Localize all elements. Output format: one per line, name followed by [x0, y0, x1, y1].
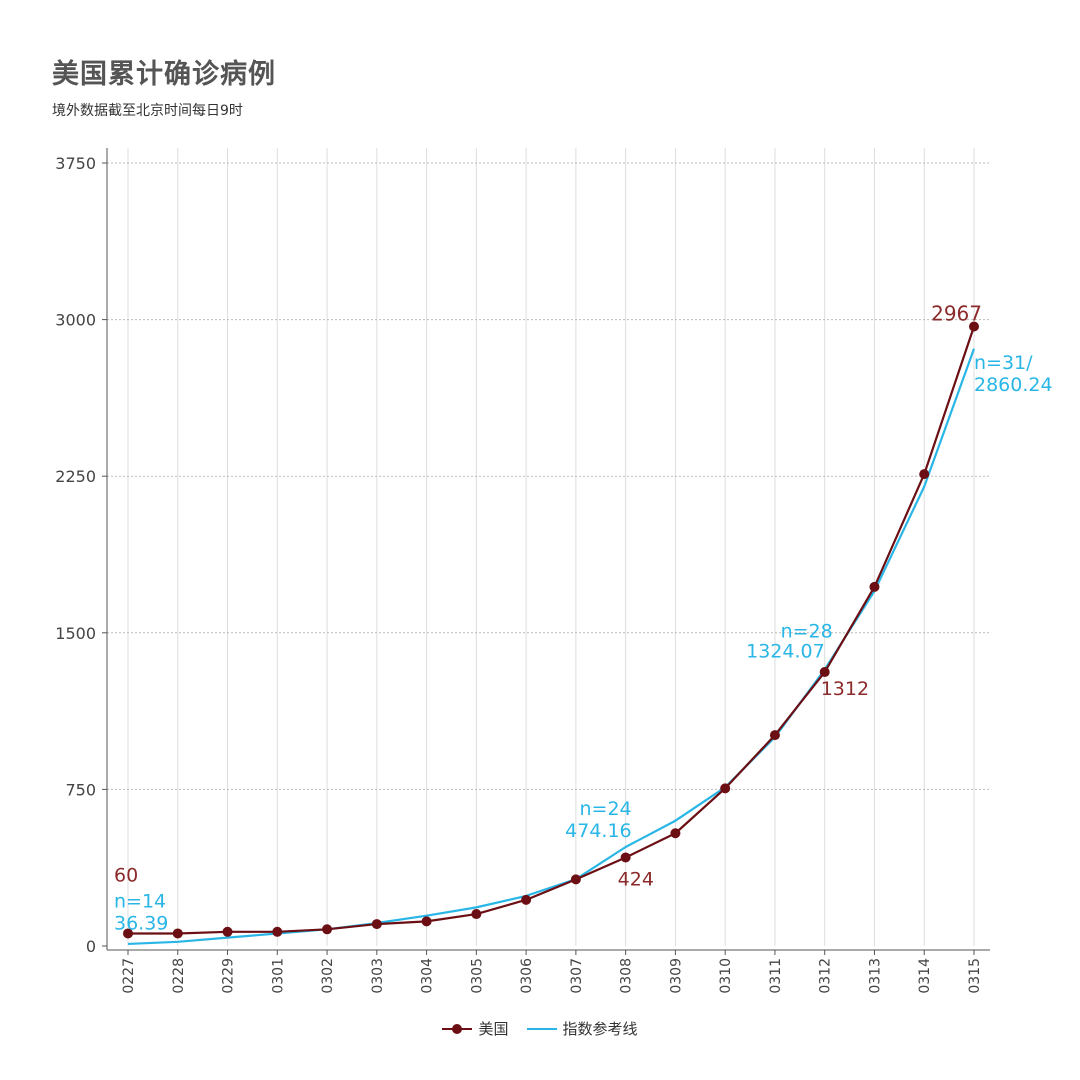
- chart-title: 美国累计确诊病例: [52, 59, 276, 90]
- x-tick-label: 0310: [718, 958, 734, 994]
- x-tick-label: 0313: [867, 958, 883, 994]
- series-line-usa: [128, 326, 976, 935]
- data-point-usa: [172, 928, 183, 939]
- data-point-usa: [819, 667, 830, 678]
- x-tick-label: 0227: [121, 958, 137, 994]
- data-point-usa: [620, 852, 631, 863]
- chart-subtitle: 境外数据截至北京时间每日9时: [52, 103, 243, 119]
- series-line-reference: [127, 348, 976, 946]
- y-tick-label: 1500: [55, 624, 96, 643]
- x-tick-label: 0305: [469, 958, 485, 994]
- data-label: n=31/: [974, 352, 1033, 374]
- x-tick-label: 0308: [619, 958, 635, 994]
- legend-swatch-reference-icon: [526, 1027, 557, 1030]
- data-point-usa: [769, 730, 780, 741]
- x-tick-label: 0307: [569, 958, 585, 994]
- y-tick-label: 2250: [55, 467, 96, 486]
- y-tick-label: 0: [86, 937, 96, 956]
- data-point-usa: [720, 783, 731, 794]
- data-point-usa: [869, 581, 880, 592]
- x-tick-label: 0228: [171, 958, 187, 994]
- chart-legend: 美国 指数参考线: [0, 1018, 1080, 1039]
- y-tick-label: 750: [65, 780, 96, 799]
- x-tick-label: 0314: [917, 958, 933, 994]
- legend-label-reference: 指数参考线: [562, 1020, 638, 1038]
- data-label: n=28: [781, 621, 833, 643]
- data-point-usa: [969, 321, 979, 332]
- data-label: n=14: [114, 890, 166, 912]
- data-label: 36.39: [114, 912, 168, 934]
- data-point-usa: [272, 926, 283, 937]
- x-tick-label: 0306: [519, 958, 535, 994]
- data-label: 1324.07: [746, 641, 825, 663]
- x-tick-label: 0302: [320, 958, 336, 994]
- data-label: 1312: [821, 678, 869, 700]
- data-point-usa: [521, 894, 532, 905]
- data-label: 60: [114, 864, 138, 886]
- x-tick-label: 0312: [818, 958, 834, 994]
- data-label: 2860.24: [974, 374, 1053, 396]
- x-tick-label: 0229: [221, 958, 237, 994]
- data-point-usa: [471, 909, 482, 920]
- x-tick-label: 0315: [967, 958, 983, 994]
- x-tick-label: 0304: [420, 958, 436, 994]
- x-tick-label: 0301: [270, 958, 286, 994]
- data-label: 474.16: [565, 820, 631, 842]
- legend-swatch-usa-icon: [442, 1023, 473, 1034]
- y-tick-label: 3000: [55, 311, 96, 330]
- legend-item-usa[interactable]: 美国: [442, 1018, 509, 1039]
- x-tick-label: 0309: [668, 958, 684, 994]
- data-point-usa: [322, 924, 333, 935]
- data-point-usa: [421, 916, 432, 927]
- x-tick-label: 0311: [768, 958, 784, 994]
- x-tick-label: 0303: [370, 958, 386, 994]
- data-point-usa: [919, 469, 930, 480]
- y-tick-label: 3750: [55, 154, 96, 173]
- legend-item-reference[interactable]: 指数参考线: [526, 1018, 638, 1039]
- data-label: 2967: [931, 301, 982, 325]
- data-point-usa: [570, 874, 581, 885]
- data-label: 424: [618, 868, 654, 890]
- legend-label-usa: 美国: [478, 1020, 509, 1038]
- data-label: n=24: [580, 798, 632, 820]
- data-point-usa: [670, 828, 681, 839]
- data-point-usa: [222, 926, 233, 937]
- data-point-usa: [123, 928, 133, 939]
- data-point-usa: [371, 919, 382, 930]
